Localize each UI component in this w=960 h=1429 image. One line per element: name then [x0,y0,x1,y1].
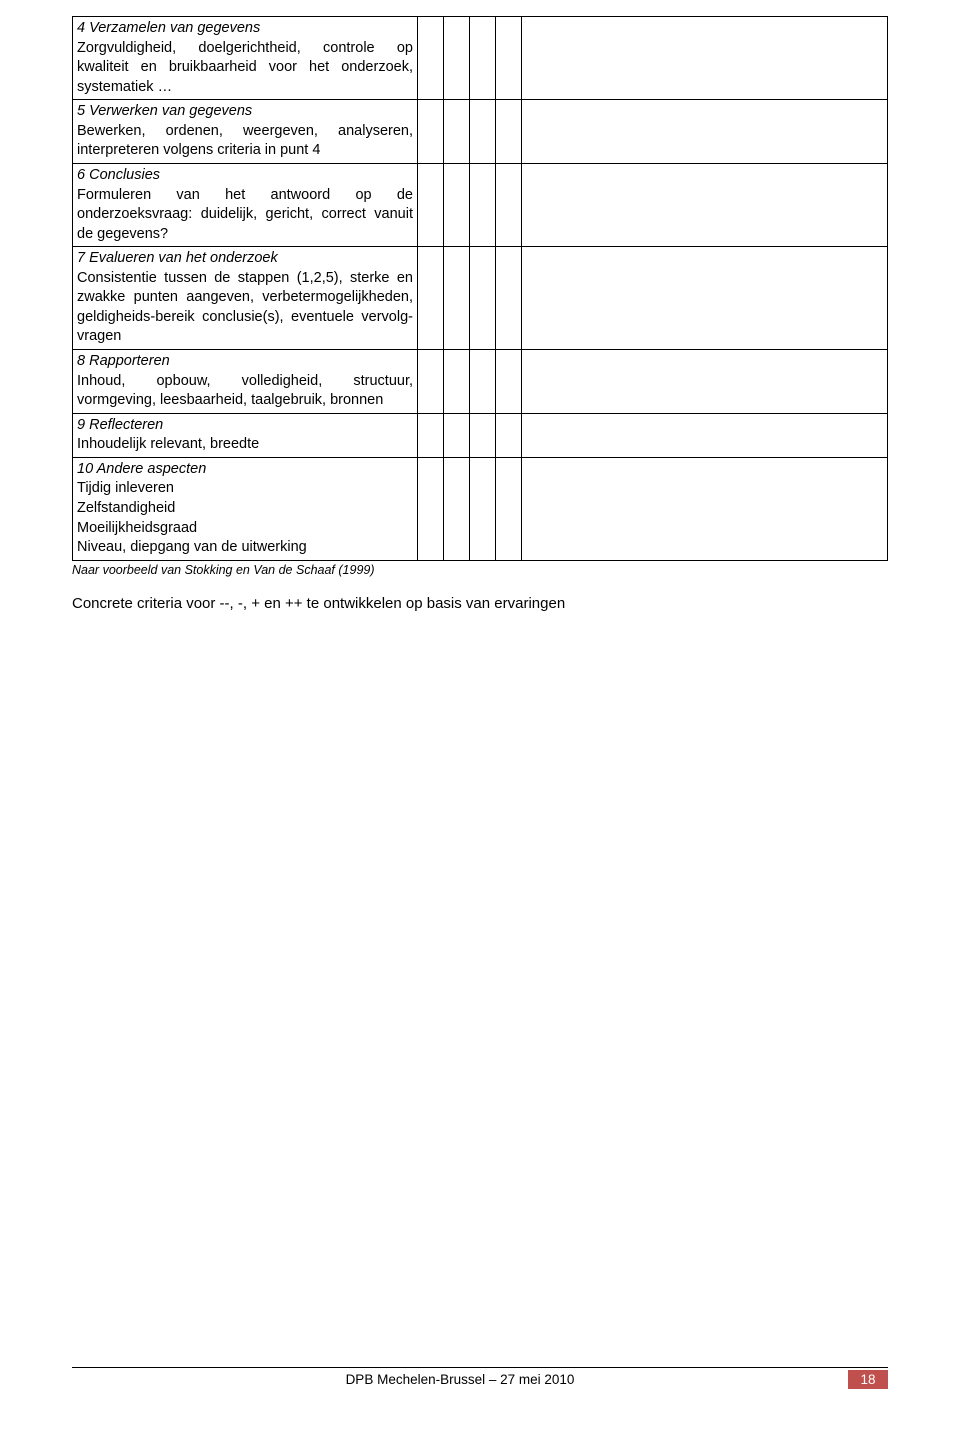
comment-cell [522,17,888,100]
criteria-title: 5 Verwerken van gegevens [77,103,252,119]
table-row: 8 Rapporteren Inhoud, opbouw, volledighei… [73,350,888,414]
check-cell [496,350,522,414]
check-cell [418,100,444,164]
criteria-title: 10 Andere aspecten [77,461,206,477]
comment-cell [522,163,888,246]
criteria-body-line: Consistentie tussen de stappen (1,2,5), … [77,270,413,345]
criteria-cell: 9 Reflecteren Inhoudelijk relevant, breed… [73,413,418,457]
check-cell [470,17,496,100]
check-cell [444,350,470,414]
check-cell [444,163,470,246]
check-cell [444,100,470,164]
note-text: Concrete criteria voor --, -, + en ++ te… [72,595,888,612]
criteria-title: 8 Rapporteren [77,353,170,369]
comment-cell [522,100,888,164]
criteria-body-line: Formuleren van het antwoord op de onderz… [77,187,413,242]
check-cell [418,247,444,350]
criteria-body-line: Moeilijkheidsgraad [77,520,197,536]
criteria-cell: 8 Rapporteren Inhoud, opbouw, volledighei… [73,350,418,414]
page-footer: DPB Mechelen-Brussel – 27 mei 2010 18 [72,1367,888,1389]
comment-cell [522,350,888,414]
check-cell [444,413,470,457]
criteria-body-line: Bewerken, ordenen, weergeven, analyseren… [77,123,413,159]
check-cell [418,163,444,246]
table-row: 5 Verwerken van gegevens Bewerken, ordene… [73,100,888,164]
check-cell [470,413,496,457]
criteria-title: 6 Conclusies [77,167,160,183]
check-cell [418,17,444,100]
check-cell [418,457,444,560]
criteria-body-line: Niveau, diepgang van de uitwerking [77,539,307,555]
check-cell [496,100,522,164]
check-cell [496,163,522,246]
check-cell [470,163,496,246]
table-row: 6 Conclusies Formuleren van het antwoord … [73,163,888,246]
check-cell [444,247,470,350]
check-cell [496,17,522,100]
table-row: 10 Andere aspecten Tijdig inleveren Zelfst… [73,457,888,560]
criteria-title: 9 Reflecteren [77,417,163,433]
check-cell [496,247,522,350]
check-cell [496,457,522,560]
criteria-cell: 10 Andere aspecten Tijdig inleveren Zelfst… [73,457,418,560]
check-cell [470,350,496,414]
check-cell [418,413,444,457]
criteria-cell: 7 Evalueren van het onderzoek Consistenti… [73,247,418,350]
table-row: 9 Reflecteren Inhoudelijk relevant, breed… [73,413,888,457]
page-number-badge: 18 [848,1370,888,1389]
criteria-cell: 5 Verwerken van gegevens Bewerken, ordene… [73,100,418,164]
check-cell [444,17,470,100]
check-cell [470,457,496,560]
criteria-title: 4 Verzamelen van gegevens [77,20,260,36]
check-cell [444,457,470,560]
comment-cell [522,457,888,560]
comment-cell [522,413,888,457]
criteria-body-line: Inhoudelijk relevant, breedte [77,436,259,452]
criteria-cell: 6 Conclusies Formuleren van het antwoord … [73,163,418,246]
table-row: 4 Verzamelen van gegevens Zorgvuldigheid,… [73,17,888,100]
check-cell [470,100,496,164]
table-row: 7 Evalueren van het onderzoek Consistenti… [73,247,888,350]
criteria-body-line: Tijdig inleveren [77,480,174,496]
criteria-title: 7 Evalueren van het onderzoek [77,250,278,266]
check-cell [418,350,444,414]
footer-text: DPB Mechelen-Brussel – 27 mei 2010 [72,1372,848,1387]
comment-cell [522,247,888,350]
check-cell [496,413,522,457]
criteria-body-line: Zelfstandigheid [77,500,175,516]
check-cell [470,247,496,350]
criteria-body-line: Zorgvuldigheid, doelgerichtheid, control… [77,40,413,95]
criteria-body-line: Inhoud, opbouw, volledigheid, structuur,… [77,373,413,409]
citation-text: Naar voorbeeld van Stokking en Van de Sc… [72,563,888,577]
criteria-cell: 4 Verzamelen van gegevens Zorgvuldigheid,… [73,17,418,100]
criteria-table: 4 Verzamelen van gegevens Zorgvuldigheid,… [72,16,888,561]
